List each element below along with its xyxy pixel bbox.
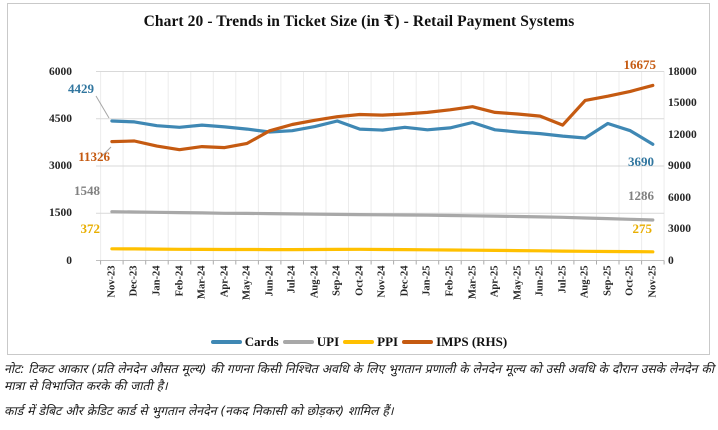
y-axis-right-tick-label: 15000 <box>668 97 697 109</box>
x-axis-label: Nov-24 <box>376 265 388 298</box>
x-axis-label: Mar-25 <box>467 265 478 299</box>
legend-swatch-upi <box>282 340 314 344</box>
data-label-cards-nov-25: 3690 <box>628 154 654 169</box>
legend-swatch-ppi <box>343 340 375 344</box>
footnote-definition: नोट: टिकट आकार (प्रति लेनदेन औसत मूल्य) … <box>4 362 715 393</box>
series-line-imps-rhs <box>110 83 655 152</box>
y-axis-right-tick-label: 18000 <box>668 65 697 78</box>
y-axis-left-tick-label: 3000 <box>49 160 72 172</box>
legend-label-upi: UPI <box>316 334 340 349</box>
legend: Cards UPI PPI IMPS (RHS) <box>8 333 710 351</box>
x-axis-label: Jun-24 <box>264 265 276 297</box>
y-axis-right-tick-label: 9000 <box>668 160 691 172</box>
data-label-ppi-nov-23: 372 <box>80 221 101 236</box>
x-axis-label: Aug-25 <box>579 265 591 299</box>
x-axis-label: Jun-25 <box>534 265 546 297</box>
legend-item-imps-rhs: IMPS (RHS) <box>402 334 507 350</box>
y-axis-right-tick-label: 6000 <box>668 191 691 204</box>
x-axis-label: Nov-25 <box>647 265 659 298</box>
chart-border-box <box>7 3 710 355</box>
legend-label-ppi: PPI <box>377 334 399 349</box>
legend-label-imps-rhs: IMPS (RHS) <box>436 334 508 349</box>
x-axis-label: Sep-24 <box>331 265 343 296</box>
x-axis-label: Jul-24 <box>286 265 298 294</box>
footnote-cards-scope: कार्ड में डेबिट और क्रेडिट कार्ड से भुगत… <box>4 404 394 418</box>
data-label-imps-rhs-nov-23: 11326 <box>78 149 110 164</box>
label-leader-line <box>100 146 112 158</box>
legend-item-upi: UPI <box>282 334 340 350</box>
chart-title: Chart 20 - Trends in Ticket Size (in ₹) … <box>143 13 575 30</box>
x-axis-label: Feb-24 <box>174 265 185 297</box>
legend-swatch-imps-rhs <box>402 340 434 344</box>
y-axis-right-tick-label: 0 <box>668 254 674 267</box>
label-leader-line <box>95 95 110 119</box>
x-axis-label: Mar-24 <box>196 265 208 299</box>
x-axis-label: Oct-24 <box>354 265 366 296</box>
data-label-upi-nov-25: 1286 <box>628 188 654 203</box>
x-axis-label: Apr-24 <box>219 265 231 298</box>
data-label-cards-nov-23: 4429 <box>68 81 94 96</box>
y-axis-right-tick-label: 3000 <box>668 223 691 235</box>
x-axis-label: Sep-25 <box>602 265 614 296</box>
y-axis-left-tick-label: 0 <box>66 254 72 267</box>
x-axis-label: Dec-23 <box>128 265 140 297</box>
data-label-ppi-nov-25: 275 <box>632 221 653 236</box>
data-label-imps-rhs-nov-25: 16675 <box>623 57 657 72</box>
x-axis-label: May-25 <box>512 265 524 300</box>
legend-label-cards: Cards <box>244 334 279 349</box>
x-axis-label: Jan-24 <box>151 265 163 296</box>
legend-item-ppi: PPI <box>343 334 398 350</box>
x-axis-label: Nov-23 <box>106 265 118 298</box>
x-axis-label: Dec-24 <box>399 265 411 297</box>
y-axis-right-tick-label: 12000 <box>668 128 697 141</box>
legend-item-cards: Cards <box>210 334 279 350</box>
x-axis-label: May-24 <box>241 265 253 300</box>
legend-swatch-cards <box>210 340 242 344</box>
x-axis-label: Jan-25 <box>421 265 433 296</box>
x-axis-label: Oct-25 <box>624 265 636 296</box>
y-axis-left-tick-label: 4500 <box>49 112 72 125</box>
x-axis-label: Jul-25 <box>557 265 569 294</box>
data-label-upi-nov-23: 1548 <box>74 183 100 198</box>
x-axis-label: Apr-25 <box>489 265 501 298</box>
series-line-cards <box>110 119 655 146</box>
y-axis-left-tick-label: 6000 <box>49 65 72 78</box>
series-line-upi <box>110 210 655 222</box>
y-axis-left-tick-label: 1500 <box>49 207 72 220</box>
x-axis-label: Aug-24 <box>309 265 321 299</box>
x-axis-label: Feb-25 <box>444 265 456 297</box>
series-line-ppi <box>110 247 655 254</box>
